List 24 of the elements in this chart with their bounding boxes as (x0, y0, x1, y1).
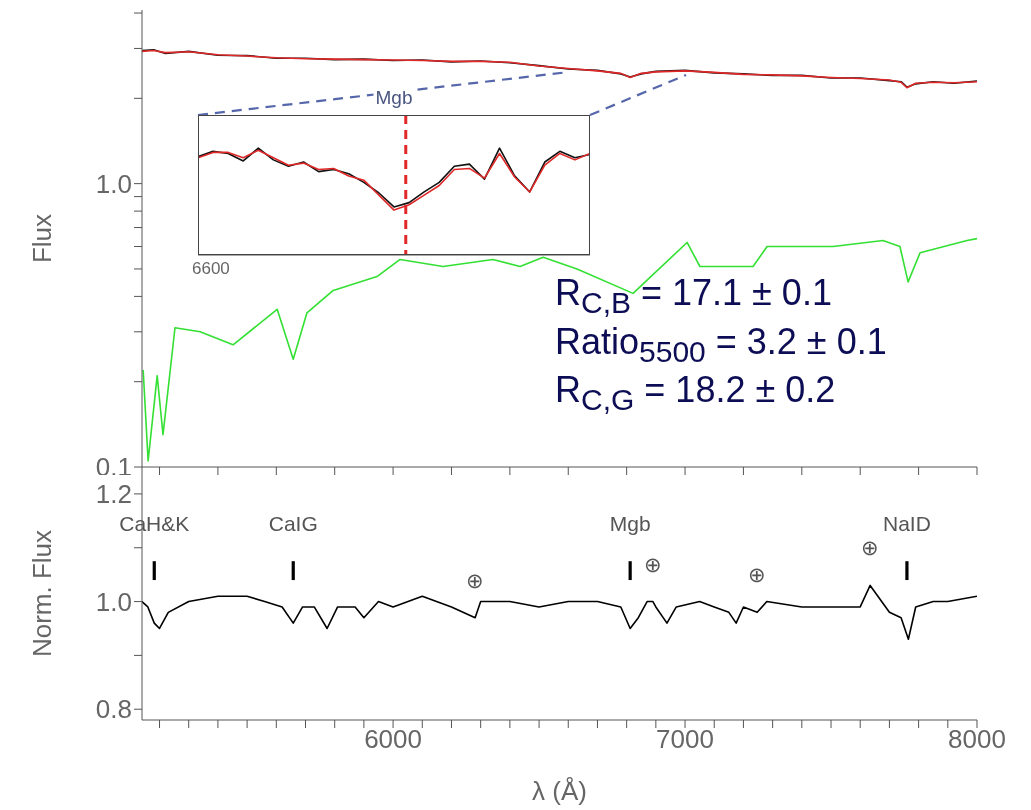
annotation: Mgb (609, 512, 651, 536)
annotation: Ratio$_{5500}$ = 3.2 ± 0.1 (555, 320, 887, 370)
annotation: R$_{C,B}$ = 17.1 ± 0.1 (555, 272, 833, 321)
x-tick-label: 6000 (364, 724, 423, 755)
annotation: 6600 (192, 259, 230, 279)
y-tick-label: 1.0 (95, 586, 132, 617)
x-axis-title: λ (Å) (532, 776, 587, 806)
y-axis-title: Flux (27, 213, 58, 264)
annotation: NaID (883, 512, 931, 536)
x-tick-label: 7000 (656, 724, 714, 755)
annotation: CaIG (268, 512, 318, 536)
y-tick-label: 1.2 (95, 479, 132, 510)
annotation: ⊕ (466, 568, 485, 592)
annotation: ⊕ (748, 563, 767, 587)
y-tick-label: 0.8 (95, 694, 132, 725)
y-tick-label: 1.0 (95, 168, 132, 199)
annotation: R$_{C,G}$ = 18.2 ± 0.2 (555, 369, 837, 418)
x-tick-label: 8000 (948, 724, 1006, 755)
line-series (142, 237, 977, 462)
annotation: Mgb (373, 87, 415, 109)
annotation: ⊕ (861, 536, 880, 560)
annotation: CaH&K (119, 512, 190, 536)
y-axis-title: Norm. Flux (27, 529, 58, 658)
annotation: ⊕ (643, 552, 662, 576)
